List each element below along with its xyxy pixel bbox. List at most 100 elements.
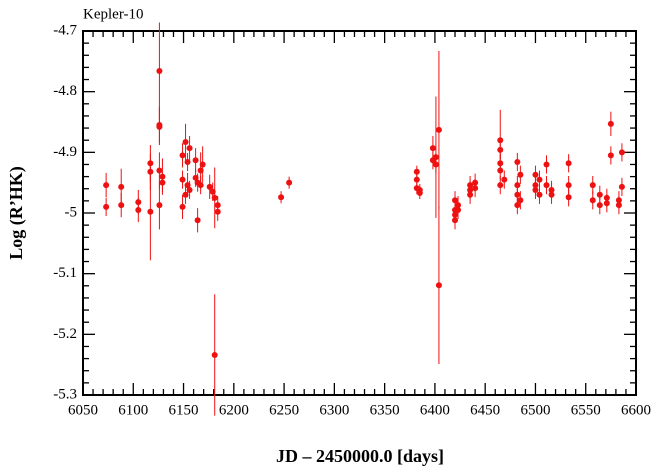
- point: [565, 194, 572, 201]
- y-axis-label: Log (R’HK): [6, 166, 27, 260]
- x-tick-label: 6050: [68, 402, 98, 418]
- x-axis-label: JD – 2450000.0 [days]: [276, 446, 444, 466]
- point: [103, 203, 110, 210]
- point: [514, 159, 521, 166]
- point: [197, 182, 204, 189]
- point: [618, 149, 625, 156]
- point: [548, 191, 555, 198]
- point: [532, 186, 539, 193]
- point: [536, 191, 543, 198]
- point: [497, 146, 504, 153]
- point: [156, 123, 163, 130]
- point: [432, 161, 439, 168]
- point: [179, 152, 186, 159]
- y-tick-label: -4.9: [53, 144, 77, 160]
- point: [467, 191, 474, 198]
- point: [565, 182, 572, 189]
- point: [156, 167, 163, 174]
- x-tick-label: 6550: [571, 402, 601, 418]
- point: [416, 189, 423, 196]
- point: [184, 182, 191, 189]
- y-tick-label: -5: [65, 204, 78, 220]
- plot-frame: [82, 30, 637, 396]
- point: [186, 186, 193, 193]
- point: [179, 203, 186, 210]
- x-tick-label: 6350: [370, 402, 400, 418]
- point: [497, 167, 504, 174]
- point: [147, 208, 154, 215]
- point: [543, 182, 550, 189]
- point: [435, 282, 442, 289]
- point: [156, 202, 163, 209]
- point: [452, 217, 459, 224]
- point: [607, 152, 614, 159]
- point: [413, 168, 420, 175]
- point: [514, 191, 521, 198]
- point: [179, 176, 186, 183]
- point: [472, 185, 479, 192]
- point: [596, 202, 603, 209]
- point: [199, 161, 206, 168]
- point: [206, 183, 213, 190]
- y-tick-label: -4.7: [53, 22, 77, 38]
- point: [192, 157, 199, 164]
- point: [211, 194, 218, 201]
- point: [452, 197, 459, 204]
- point: [209, 188, 216, 195]
- x-tick-label: 6200: [219, 402, 249, 418]
- point: [278, 194, 285, 201]
- y-tick-label: -5.1: [53, 265, 77, 281]
- point: [565, 160, 572, 167]
- x-tick-label: 6100: [118, 402, 148, 418]
- point: [118, 202, 125, 209]
- point: [536, 176, 543, 183]
- point: [159, 179, 166, 186]
- point: [607, 120, 614, 127]
- point: [182, 191, 189, 198]
- x-tick-label: 6500: [520, 402, 550, 418]
- point: [532, 171, 539, 178]
- point: [603, 200, 610, 207]
- point: [589, 182, 596, 189]
- point: [103, 182, 110, 189]
- point: [589, 197, 596, 204]
- point: [182, 139, 189, 146]
- point: [197, 167, 204, 174]
- point: [286, 179, 293, 186]
- point: [194, 217, 201, 224]
- point: [618, 183, 625, 190]
- point: [514, 182, 521, 189]
- point: [211, 351, 218, 358]
- point: [455, 206, 462, 213]
- point: [435, 126, 442, 133]
- point: [118, 183, 125, 190]
- point: [514, 202, 521, 209]
- point: [497, 182, 504, 189]
- point: [543, 161, 550, 168]
- y-tick-label: -5.3: [53, 386, 77, 402]
- point: [497, 137, 504, 144]
- point: [192, 174, 199, 181]
- x-tick-label: 6400: [420, 402, 450, 418]
- point: [413, 176, 420, 183]
- point: [156, 68, 163, 75]
- point: [615, 202, 622, 209]
- y-tick-label: -4.8: [53, 83, 77, 99]
- point: [501, 176, 508, 183]
- point: [596, 191, 603, 198]
- point: [517, 171, 524, 178]
- point: [214, 208, 221, 215]
- x-tick-label: 6250: [269, 402, 299, 418]
- point: [429, 145, 436, 152]
- x-tick-label: 6300: [319, 402, 349, 418]
- y-tick-label: -5.2: [53, 326, 77, 342]
- point: [135, 206, 142, 213]
- x-tick-label: 6600: [621, 402, 651, 418]
- x-tick-label: 6150: [169, 402, 199, 418]
- point: [517, 197, 524, 204]
- point: [184, 159, 191, 166]
- point: [186, 145, 193, 152]
- chart-title: Kepler-10: [83, 6, 144, 22]
- x-tick-label: 6450: [470, 402, 500, 418]
